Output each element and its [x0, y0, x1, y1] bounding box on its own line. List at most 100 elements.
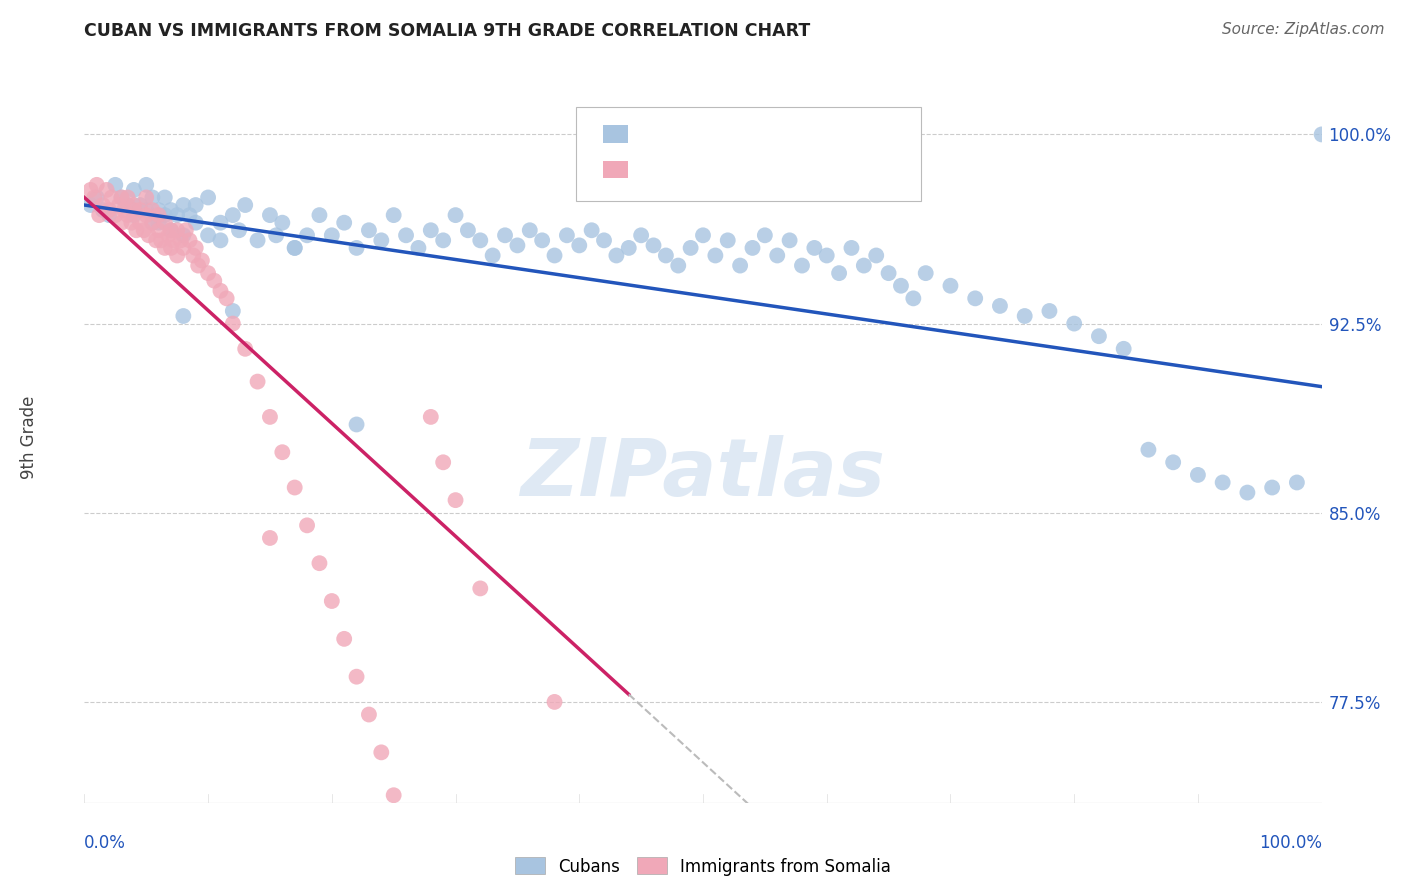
Point: [284, 481, 307, 495]
Point: [145, 233, 167, 247]
Text: R =: R =: [636, 125, 673, 143]
Point: [308, 556, 330, 570]
Point: [110, 190, 132, 204]
Point: [117, 190, 139, 204]
Point: [135, 178, 157, 192]
Point: [233, 198, 256, 212]
Point: [988, 299, 1011, 313]
Point: [259, 531, 281, 545]
Point: [264, 228, 287, 243]
Point: [162, 233, 184, 247]
Point: [157, 228, 180, 243]
Point: [83, 190, 105, 204]
Point: [271, 445, 294, 459]
Point: [543, 248, 565, 262]
Point: [828, 266, 851, 280]
Point: [259, 208, 281, 222]
Text: 0.0%: 0.0%: [84, 834, 127, 852]
Point: [271, 216, 294, 230]
Point: [246, 233, 269, 247]
Point: [519, 223, 541, 237]
Point: [222, 317, 245, 331]
Point: [166, 248, 188, 262]
Point: [568, 238, 591, 252]
Point: [965, 291, 987, 305]
Point: [148, 203, 170, 218]
Point: [172, 241, 194, 255]
Point: [135, 190, 157, 204]
Point: [138, 228, 160, 243]
Point: [153, 190, 176, 204]
Point: [129, 216, 152, 230]
Point: [129, 203, 152, 218]
Point: [104, 178, 127, 192]
Point: [160, 223, 183, 237]
Point: [112, 203, 135, 218]
Point: [172, 228, 194, 243]
Point: [166, 208, 188, 222]
Point: [506, 238, 529, 252]
Text: N =: N =: [749, 161, 789, 178]
Point: [1137, 442, 1160, 457]
Text: -0.241: -0.241: [672, 125, 734, 143]
Point: [370, 233, 392, 247]
Point: [141, 216, 163, 230]
Point: [122, 183, 145, 197]
Point: [494, 228, 516, 243]
Text: 9th Grade: 9th Grade: [20, 395, 38, 479]
Point: [79, 183, 101, 197]
Point: [295, 518, 318, 533]
Point: [419, 223, 441, 237]
Point: [209, 284, 232, 298]
Point: [1285, 475, 1308, 490]
Text: ZIPatlas: ZIPatlas: [520, 434, 886, 513]
Point: [91, 203, 114, 218]
Point: [108, 198, 131, 212]
Point: [1038, 304, 1060, 318]
Point: [209, 216, 232, 230]
Point: [166, 223, 188, 237]
Point: [110, 216, 132, 230]
Point: [125, 223, 148, 237]
Point: [148, 208, 170, 222]
Point: [179, 233, 201, 247]
Point: [382, 208, 405, 222]
Point: [86, 190, 108, 204]
Point: [655, 248, 678, 262]
Point: [346, 417, 368, 432]
Point: [141, 216, 163, 230]
Point: [1161, 455, 1184, 469]
Text: Source: ZipAtlas.com: Source: ZipAtlas.com: [1222, 22, 1385, 37]
Point: [470, 233, 492, 247]
Point: [160, 241, 183, 255]
Point: [153, 241, 176, 255]
Point: [1112, 342, 1135, 356]
Point: [581, 223, 603, 237]
Point: [197, 266, 219, 280]
Point: [630, 228, 652, 243]
Point: [728, 259, 751, 273]
Point: [135, 208, 157, 222]
Point: [141, 203, 163, 218]
Point: [100, 190, 122, 204]
Point: [432, 233, 454, 247]
Point: [333, 216, 356, 230]
Point: [284, 241, 307, 255]
Point: [346, 670, 368, 684]
Point: [233, 342, 256, 356]
Point: [766, 248, 789, 262]
Point: [148, 223, 170, 237]
Point: [531, 233, 554, 247]
Point: [617, 241, 640, 255]
Point: [228, 223, 250, 237]
Point: [91, 198, 114, 212]
Point: [120, 216, 142, 230]
Text: CUBAN VS IMMIGRANTS FROM SOMALIA 9TH GRADE CORRELATION CHART: CUBAN VS IMMIGRANTS FROM SOMALIA 9TH GRA…: [84, 22, 811, 40]
Point: [197, 190, 219, 204]
Point: [295, 228, 318, 243]
Point: [1014, 309, 1036, 323]
Point: [666, 259, 689, 273]
Point: [346, 241, 368, 255]
Point: [779, 233, 801, 247]
Point: [202, 274, 225, 288]
